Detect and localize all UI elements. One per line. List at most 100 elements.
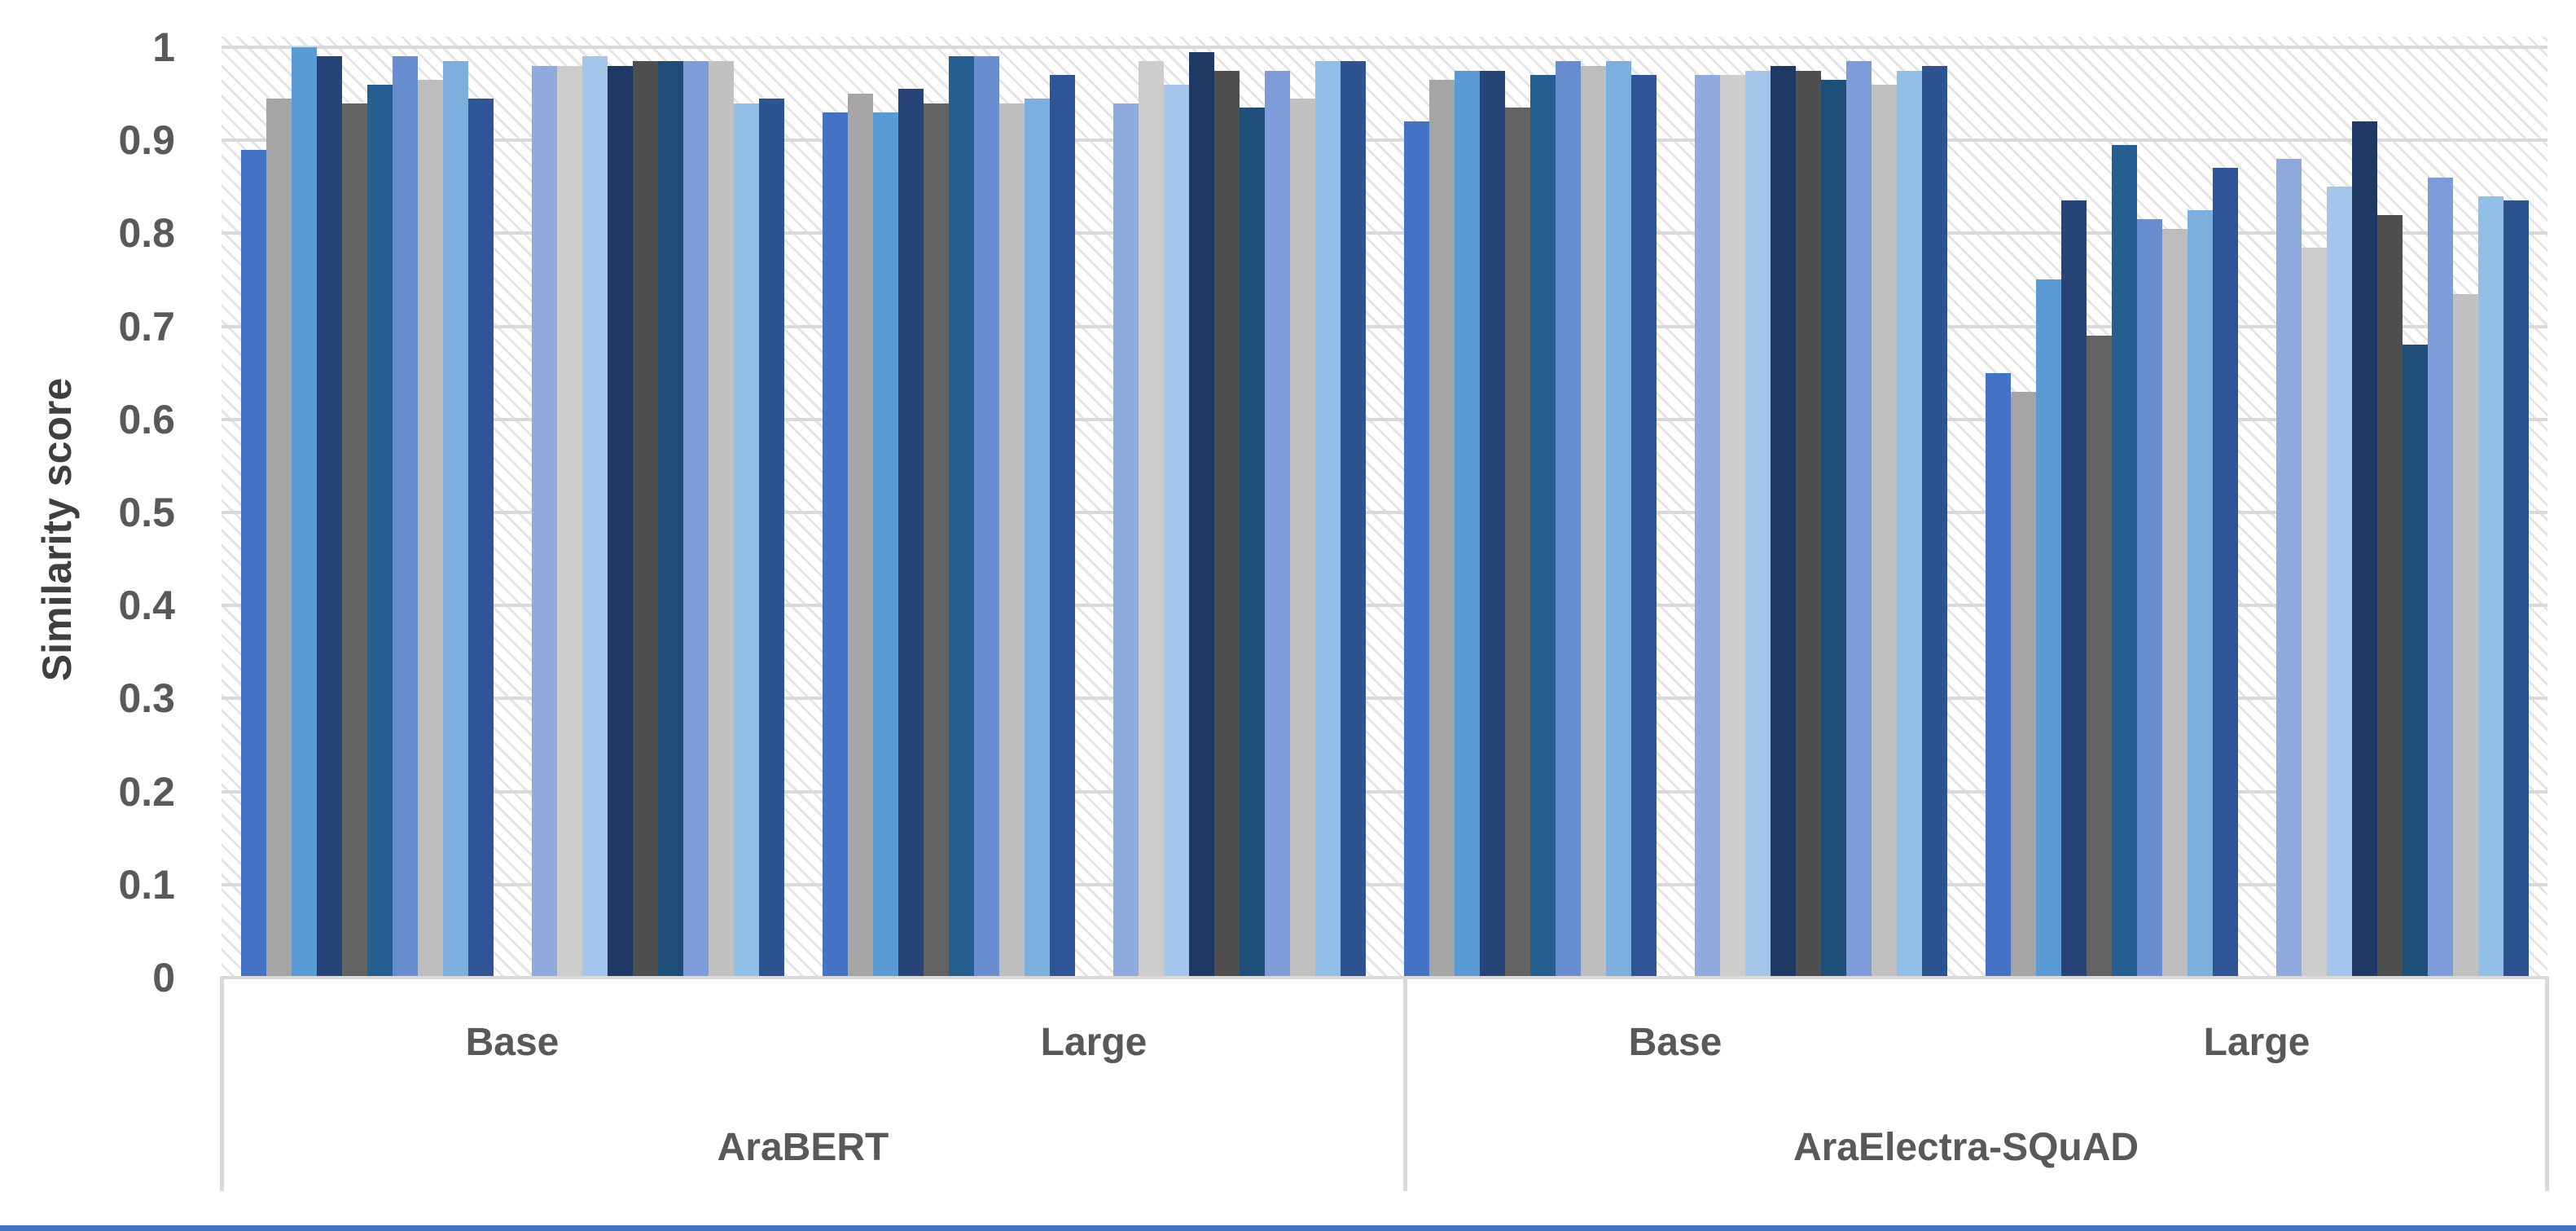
- bar: [2503, 200, 2529, 978]
- bottom-accent-rule: [0, 1225, 2576, 1231]
- bar: [2427, 178, 2453, 978]
- bar-cluster: [1966, 37, 2257, 978]
- gridline: [222, 511, 2547, 514]
- category-label-size: Large: [2203, 1020, 2311, 1064]
- bar: [2187, 210, 2213, 978]
- bar: [1049, 75, 1075, 978]
- gridline: [222, 324, 2547, 328]
- bar: [2376, 215, 2403, 978]
- bar: [2161, 229, 2188, 978]
- bar: [1239, 108, 1265, 978]
- bar: [467, 99, 494, 978]
- gridline: [222, 138, 2547, 143]
- bar: [1504, 108, 1530, 978]
- gridline: [222, 882, 2547, 886]
- bar: [1188, 52, 1214, 978]
- bar: [1112, 103, 1139, 978]
- bar: [682, 61, 709, 978]
- category-label-model: AraBERT: [717, 1125, 889, 1169]
- y-tick-label: 0.5: [118, 490, 175, 535]
- gridline: [222, 417, 2547, 421]
- bar: [1024, 99, 1050, 978]
- bar: [2402, 345, 2428, 978]
- bar: [1871, 85, 1897, 978]
- bar: [2010, 392, 2036, 978]
- bar: [1896, 71, 1922, 978]
- bar: [2275, 159, 2302, 978]
- bar: [1744, 71, 1771, 978]
- bar: [581, 56, 608, 978]
- bar: [2452, 294, 2478, 978]
- y-tick-label: 0.2: [118, 768, 175, 815]
- bar-clusters-row: [222, 37, 2547, 978]
- bar: [2086, 336, 2112, 978]
- bar: [341, 103, 367, 978]
- bar: [708, 61, 734, 978]
- gridline: [222, 231, 2547, 235]
- y-tick-label: 0: [152, 955, 175, 1000]
- category-area-border: [2545, 978, 2549, 1191]
- bar: [1921, 66, 1947, 978]
- gridline: [222, 697, 2547, 701]
- y-tick-label: 0.7: [118, 303, 175, 350]
- bar: [1820, 80, 1846, 978]
- category-label-size: Large: [1040, 1020, 1148, 1064]
- bar: [2212, 168, 2238, 978]
- bar: [316, 56, 342, 978]
- bar: [1529, 75, 1556, 978]
- category-area-border: [1403, 978, 1407, 1191]
- bar-cluster: [1385, 37, 1675, 978]
- y-tick-label: 0.8: [118, 210, 175, 257]
- bar: [847, 94, 873, 978]
- bar: [1985, 373, 2011, 978]
- bar: [556, 66, 582, 978]
- y-tick-label: 0.9: [118, 117, 175, 164]
- bar: [1428, 80, 1455, 978]
- bar-cluster: [803, 37, 1094, 978]
- bar: [607, 66, 633, 978]
- bar-cluster: [512, 37, 803, 978]
- bar: [1289, 99, 1315, 978]
- bar: [417, 80, 443, 978]
- bar: [2477, 196, 2504, 978]
- bar: [1630, 75, 1657, 978]
- category-row-sizes: Base Large Base Large: [222, 981, 2547, 1103]
- category-area-border: [220, 978, 224, 1191]
- gridline: [222, 46, 2547, 49]
- bar: [1213, 71, 1240, 978]
- bar: [1454, 71, 1480, 978]
- bar: [1580, 66, 1606, 978]
- bar: [366, 85, 393, 978]
- bar: [872, 112, 898, 978]
- bar: [531, 66, 557, 978]
- bar: [1694, 75, 1720, 978]
- category-label-size: Base: [465, 1020, 560, 1064]
- bar: [1795, 71, 1821, 978]
- bar: [657, 61, 683, 978]
- bar: [758, 99, 784, 978]
- category-label-model: AraElectra-SQuAD: [1793, 1125, 2139, 1169]
- y-tick-label: 0.6: [118, 396, 175, 442]
- bar: [1719, 75, 1745, 978]
- bar: [632, 61, 658, 978]
- bar: [2136, 219, 2162, 978]
- plot-area: [222, 37, 2547, 978]
- bar: [392, 56, 418, 978]
- bar: [1138, 61, 1164, 978]
- bar: [1340, 61, 1366, 978]
- bar: [2111, 145, 2137, 978]
- bar: [1770, 66, 1796, 978]
- bar: [1845, 61, 1872, 978]
- bar: [923, 103, 949, 978]
- bar: [2301, 248, 2327, 978]
- bar: [998, 103, 1025, 978]
- bar: [442, 61, 468, 978]
- bar-cluster: [1094, 37, 1385, 978]
- category-row-models: AraBERT AraElectra-SQuAD: [222, 1103, 2547, 1191]
- bar: [240, 150, 266, 978]
- bar-cluster: [222, 37, 512, 978]
- category-label-size: Base: [1628, 1020, 1722, 1064]
- bar: [1605, 61, 1631, 978]
- bar: [897, 89, 924, 978]
